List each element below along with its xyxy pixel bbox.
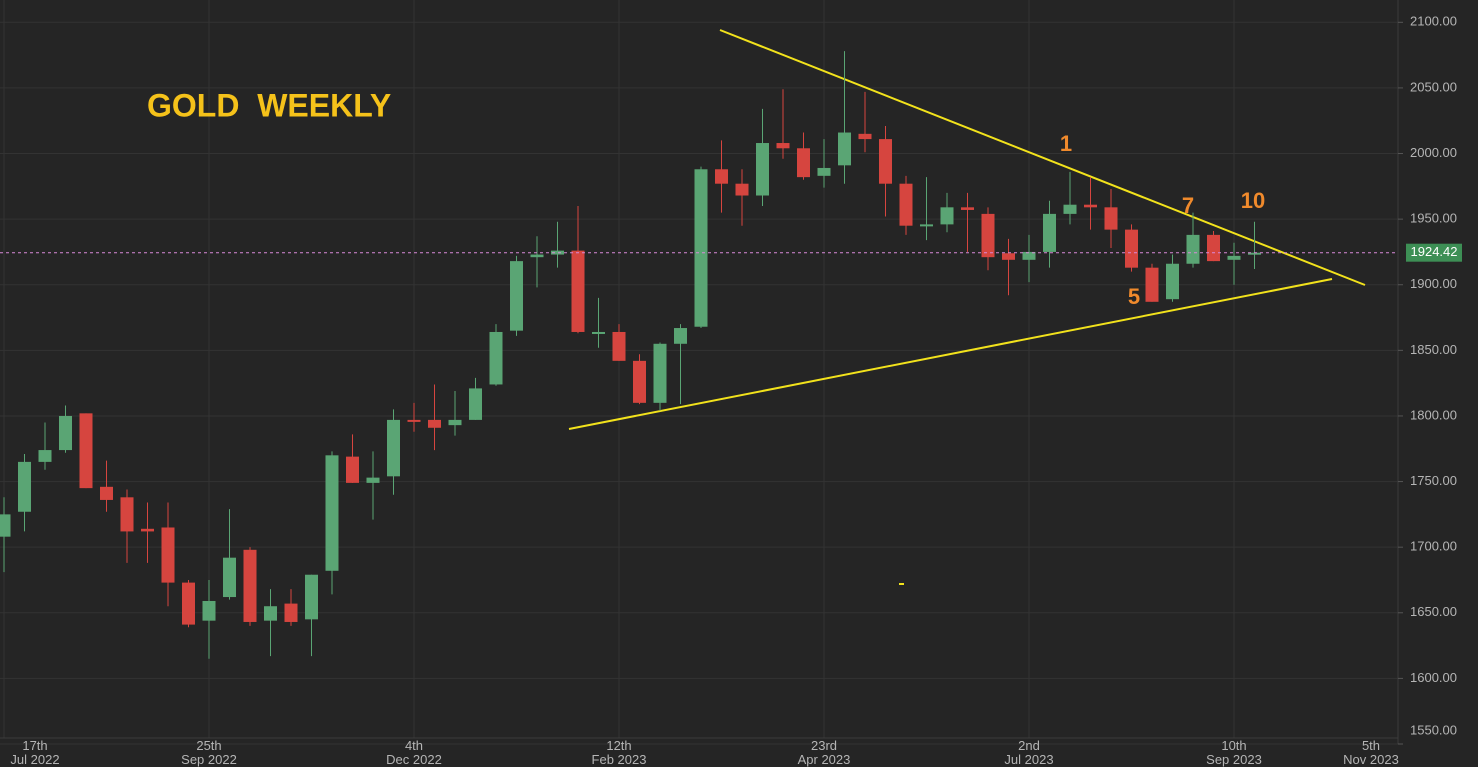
trendline bbox=[568, 278, 1333, 430]
candle-body bbox=[797, 148, 810, 178]
candle-body bbox=[776, 143, 790, 149]
candle-body bbox=[694, 169, 708, 327]
candle-body bbox=[264, 606, 277, 621]
candle-body bbox=[612, 331, 626, 361]
candle-body bbox=[284, 603, 298, 622]
candle-body bbox=[469, 388, 482, 420]
wave-label: 7 bbox=[1182, 193, 1194, 218]
candle-body bbox=[1125, 229, 1138, 268]
candle-body bbox=[1104, 207, 1118, 230]
candle-body bbox=[817, 167, 831, 176]
candle-body bbox=[1227, 255, 1241, 260]
candle-body bbox=[305, 574, 318, 620]
trendline bbox=[719, 29, 1366, 286]
candle-body bbox=[223, 557, 236, 598]
candle-body bbox=[940, 207, 954, 225]
y-tick-label: 2000.00 bbox=[1410, 145, 1457, 160]
candle-body bbox=[0, 514, 11, 537]
candle-body bbox=[243, 549, 257, 622]
candle-body bbox=[489, 331, 503, 385]
wave-label: 5 bbox=[1128, 284, 1140, 309]
wave-label: 10 bbox=[1241, 188, 1265, 213]
y-tick-label: 1550.00 bbox=[1410, 722, 1457, 737]
candle-body bbox=[1248, 252, 1261, 255]
candle-body bbox=[182, 582, 195, 625]
candle-body bbox=[428, 419, 441, 428]
candle-body bbox=[981, 213, 995, 258]
y-tick-label: 1700.00 bbox=[1410, 539, 1457, 554]
candle-body bbox=[735, 183, 749, 196]
y-tick-label: 1600.00 bbox=[1410, 670, 1457, 685]
y-tick-label: 1850.00 bbox=[1410, 342, 1457, 357]
y-tick-label: 1800.00 bbox=[1410, 407, 1457, 422]
candle-body bbox=[1166, 263, 1179, 300]
candle-body bbox=[38, 450, 52, 462]
candle-body bbox=[551, 250, 564, 255]
candle-body bbox=[100, 486, 113, 500]
candle-body bbox=[653, 343, 667, 403]
y-tick-label: 2050.00 bbox=[1410, 79, 1457, 94]
x-tick-label: 25th Sep 2022 bbox=[181, 738, 237, 767]
candle-body bbox=[120, 497, 134, 532]
candle-body bbox=[674, 328, 687, 344]
candle-body bbox=[592, 331, 605, 334]
candle-body bbox=[1084, 204, 1097, 208]
x-tick-label: 12th Feb 2023 bbox=[591, 738, 647, 767]
candle-body bbox=[387, 419, 400, 477]
y-tick-label: 1950.00 bbox=[1410, 211, 1457, 226]
candle-body bbox=[346, 456, 359, 483]
candle-body bbox=[79, 413, 93, 489]
last-price-label: 1924.42 bbox=[1411, 244, 1458, 259]
candle-body bbox=[838, 132, 851, 166]
candle-body bbox=[756, 143, 769, 196]
candle-body bbox=[1186, 234, 1200, 264]
y-tick-label: 1750.00 bbox=[1410, 473, 1457, 488]
x-tick-label: 17th Jul 2022 bbox=[10, 738, 60, 767]
candle-body bbox=[633, 360, 646, 403]
wave-label: 1 bbox=[1060, 131, 1072, 156]
candle-body bbox=[1063, 204, 1077, 214]
candle-body bbox=[530, 254, 544, 258]
x-tick-label: 23rd Apr 2023 bbox=[797, 738, 851, 767]
x-tick-label: 10th Sep 2023 bbox=[1206, 738, 1262, 767]
candle-body bbox=[161, 527, 175, 583]
x-tick-label: 5th Nov 2023 bbox=[1343, 738, 1399, 767]
candle-body bbox=[1022, 251, 1036, 260]
y-tick-label: 1900.00 bbox=[1410, 276, 1457, 291]
candle-body bbox=[325, 455, 339, 571]
candle-body bbox=[18, 461, 31, 512]
x-tick-label: 4th Dec 2022 bbox=[386, 738, 442, 767]
candle-body bbox=[448, 419, 462, 426]
candle-body bbox=[366, 477, 380, 483]
candle-body bbox=[961, 207, 974, 210]
candle-body bbox=[899, 183, 913, 226]
candle-body bbox=[715, 169, 728, 184]
candle-body bbox=[571, 250, 585, 332]
candle-body bbox=[141, 528, 154, 532]
x-tick-label: 2nd Jul 2023 bbox=[1004, 738, 1054, 767]
candle-body bbox=[510, 261, 523, 331]
candle-body bbox=[1145, 267, 1159, 302]
candle-body bbox=[1207, 234, 1220, 262]
y-tick-label: 1650.00 bbox=[1410, 604, 1457, 619]
last-price-tag bbox=[1406, 243, 1462, 262]
candle-body bbox=[59, 415, 72, 451]
candle-body bbox=[1043, 213, 1056, 252]
candle-body bbox=[858, 133, 872, 140]
y-tick-label: 2100.00 bbox=[1410, 14, 1457, 29]
candle-body bbox=[1002, 253, 1015, 260]
candle-body bbox=[407, 419, 421, 422]
candles bbox=[0, 51, 1261, 659]
chart-title: GOLD WEEKLY bbox=[147, 87, 391, 123]
candle-body bbox=[920, 224, 933, 227]
candle-body bbox=[202, 600, 216, 621]
candle-body bbox=[879, 139, 892, 184]
